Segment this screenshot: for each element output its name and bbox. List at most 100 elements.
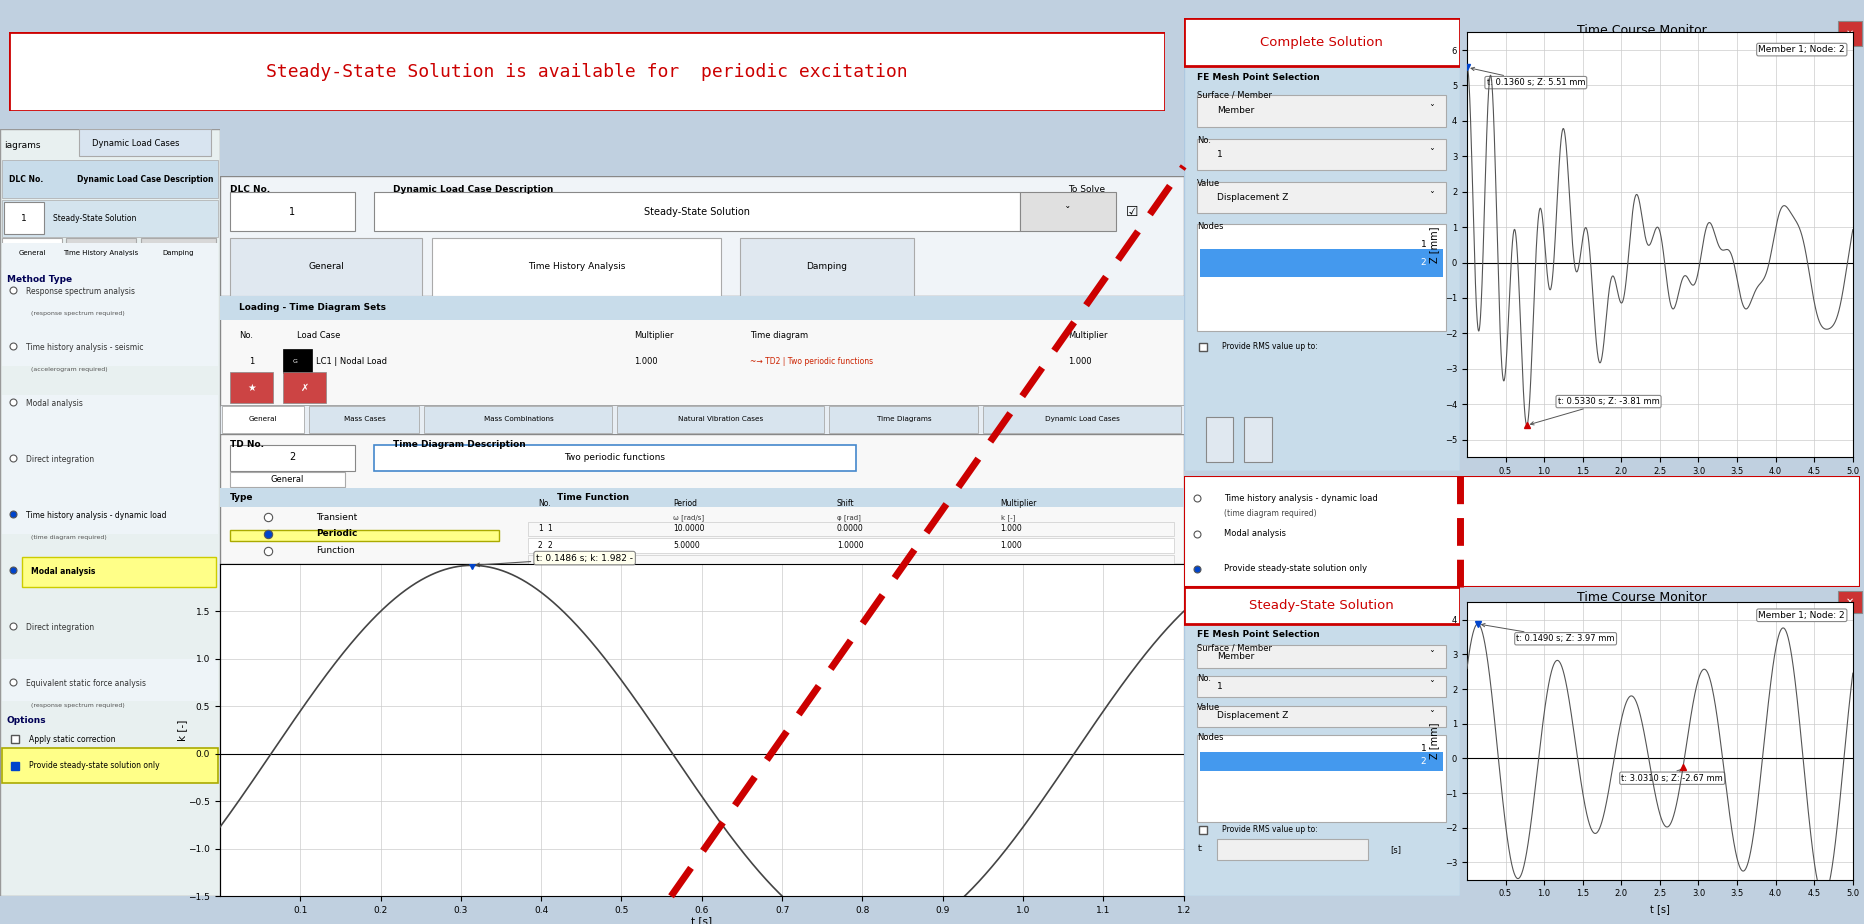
Text: 1: 1 — [1217, 682, 1223, 691]
Text: 1: 1 — [1420, 745, 1426, 753]
Text: Dynamic Load Case Description: Dynamic Load Case Description — [393, 185, 554, 194]
Text: Value: Value — [1197, 703, 1221, 712]
Y-axis label: Z [mm]: Z [mm] — [1430, 723, 1439, 760]
FancyBboxPatch shape — [1020, 192, 1117, 231]
FancyBboxPatch shape — [229, 238, 423, 296]
FancyBboxPatch shape — [2, 660, 218, 701]
Text: 1: 1 — [539, 524, 542, 533]
Text: Provide steady-state solution only: Provide steady-state solution only — [28, 761, 158, 771]
Text: Modal analysis: Modal analysis — [32, 567, 95, 577]
FancyBboxPatch shape — [2, 748, 218, 783]
Text: k [-]: k [-] — [1001, 515, 1014, 521]
Text: Time history analysis - dynamic load: Time history analysis - dynamic load — [1225, 493, 1377, 503]
FancyBboxPatch shape — [1184, 18, 1460, 471]
Text: Value: Value — [1197, 179, 1221, 188]
Text: Steady-State Solution: Steady-State Solution — [643, 207, 749, 216]
Text: Surface / Member: Surface / Member — [1197, 91, 1273, 100]
Text: 1.000: 1.000 — [1068, 357, 1092, 366]
FancyBboxPatch shape — [283, 372, 326, 403]
FancyBboxPatch shape — [617, 407, 824, 433]
Text: Member: Member — [1217, 652, 1254, 661]
X-axis label: t [s]: t [s] — [692, 917, 712, 924]
FancyBboxPatch shape — [229, 472, 345, 487]
Text: Steady-State Solution: Steady-State Solution — [1249, 599, 1394, 612]
Text: Direct integration: Direct integration — [26, 456, 95, 465]
FancyBboxPatch shape — [220, 296, 1184, 407]
Text: 3: 3 — [548, 558, 552, 566]
Text: ☑: ☑ — [1126, 204, 1139, 219]
FancyBboxPatch shape — [2, 267, 218, 310]
Text: Equivalent static force analysis: Equivalent static force analysis — [26, 679, 147, 688]
FancyBboxPatch shape — [309, 407, 419, 433]
FancyBboxPatch shape — [1200, 752, 1443, 771]
FancyBboxPatch shape — [78, 129, 211, 156]
Text: General: General — [19, 249, 45, 256]
FancyBboxPatch shape — [528, 555, 1174, 569]
Text: G: G — [293, 359, 298, 364]
FancyBboxPatch shape — [1197, 225, 1446, 331]
FancyBboxPatch shape — [1197, 706, 1446, 726]
Text: [s]: [s] — [1391, 845, 1402, 854]
Text: 1.000: 1.000 — [634, 357, 658, 366]
FancyBboxPatch shape — [65, 238, 136, 267]
Text: 1: 1 — [289, 207, 295, 216]
Text: 1.000: 1.000 — [1146, 263, 1182, 276]
Text: Options: Options — [7, 716, 47, 725]
Text: Steady-State Solution is available for  periodic excitation: Steady-State Solution is available for p… — [267, 63, 908, 80]
FancyBboxPatch shape — [1245, 417, 1271, 462]
Text: ˇ: ˇ — [1430, 192, 1435, 202]
Text: Loads [kN]: Loads [kN] — [11, 159, 67, 169]
Text: Surface / Member: Surface / Member — [1197, 643, 1273, 652]
FancyBboxPatch shape — [829, 407, 979, 433]
Text: Method Type: Method Type — [7, 275, 71, 284]
Text: (time diagram required): (time diagram required) — [32, 535, 106, 540]
FancyBboxPatch shape — [0, 129, 220, 896]
Text: Damping: Damping — [162, 249, 194, 256]
FancyBboxPatch shape — [1197, 645, 1446, 668]
Text: LC1 : Nodal Load: LC1 : Nodal Load — [11, 128, 101, 139]
FancyBboxPatch shape — [4, 202, 45, 235]
FancyBboxPatch shape — [2, 160, 218, 199]
Text: Multiplier: Multiplier — [1001, 499, 1036, 508]
Text: t: 0.1486 s; k: 1.982 -: t: 0.1486 s; k: 1.982 - — [475, 553, 634, 566]
FancyBboxPatch shape — [528, 539, 1174, 553]
FancyBboxPatch shape — [220, 176, 1184, 296]
Text: 10.0000: 10.0000 — [673, 524, 705, 533]
Text: Steady-State Solution: Steady-State Solution — [52, 213, 136, 223]
Text: Multiplier: Multiplier — [634, 331, 675, 340]
FancyBboxPatch shape — [220, 405, 1184, 434]
FancyBboxPatch shape — [1184, 18, 1460, 66]
FancyBboxPatch shape — [1197, 676, 1446, 698]
Text: Time diagram: Time diagram — [749, 331, 809, 340]
Text: General: General — [270, 475, 304, 484]
Text: 2: 2 — [539, 541, 542, 550]
Text: t: 0.1360 s; Z: 5.51 mm: t: 0.1360 s; Z: 5.51 mm — [1471, 67, 1584, 87]
Text: Dynamic Load Case Description: Dynamic Load Case Description — [76, 175, 214, 184]
FancyBboxPatch shape — [1197, 736, 1446, 822]
Text: No.: No. — [1197, 136, 1212, 145]
FancyBboxPatch shape — [1200, 249, 1443, 276]
Text: Member: Member — [1217, 106, 1254, 115]
Text: (response spectrum required): (response spectrum required) — [32, 703, 125, 708]
Text: No.: No. — [1197, 674, 1212, 683]
Text: 1: 1 — [548, 524, 552, 533]
FancyBboxPatch shape — [1197, 140, 1446, 170]
Text: Time Course Monitor: Time Course Monitor — [1577, 24, 1706, 37]
FancyBboxPatch shape — [982, 407, 1180, 433]
Text: Loading - Time Diagram Sets: Loading - Time Diagram Sets — [239, 303, 386, 312]
Text: Response spectrum analysis: Response spectrum analysis — [26, 287, 136, 297]
Text: Dynamic Load Cases: Dynamic Load Cases — [93, 139, 181, 148]
FancyBboxPatch shape — [1184, 476, 1860, 587]
FancyBboxPatch shape — [220, 296, 1184, 320]
Text: Function: Function — [317, 546, 354, 555]
Text: 1: 1 — [1217, 150, 1223, 159]
Text: LC1 | Nodal Load: LC1 | Nodal Load — [317, 357, 388, 366]
Text: 1: 1 — [21, 213, 28, 223]
FancyBboxPatch shape — [222, 407, 304, 433]
Text: Nodes: Nodes — [1197, 733, 1225, 742]
Text: 1: 1 — [1420, 240, 1426, 249]
Text: ˇ: ˇ — [1430, 651, 1435, 662]
Text: ✕: ✕ — [1845, 29, 1855, 39]
Text: ★: ★ — [248, 383, 255, 393]
Text: No.: No. — [539, 499, 550, 508]
